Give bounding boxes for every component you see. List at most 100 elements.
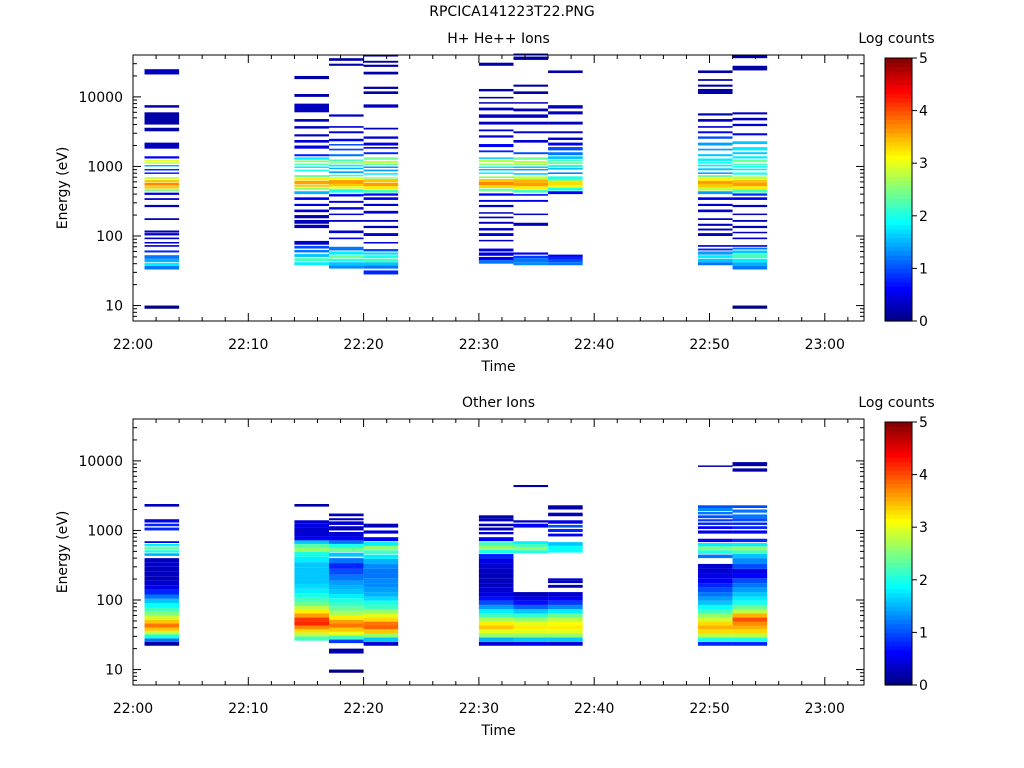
colorbar-segment bbox=[885, 141, 912, 147]
heatmap-cell bbox=[548, 600, 583, 605]
heatmap-cell bbox=[329, 593, 364, 599]
heatmap-cell bbox=[294, 219, 330, 224]
heatmap-cell bbox=[363, 169, 399, 172]
heatmap-cell bbox=[329, 179, 364, 184]
panel-title: H+ He++ Ions bbox=[447, 31, 550, 47]
heatmap-cell bbox=[548, 259, 583, 263]
heatmap-cell bbox=[513, 633, 549, 638]
colorbar-segment bbox=[885, 71, 912, 77]
colorbar-segment bbox=[885, 658, 912, 664]
heatmap-cell bbox=[329, 154, 364, 157]
heatmap-cell bbox=[697, 245, 733, 247]
x-tick-label: 22:00 bbox=[113, 701, 153, 717]
heatmap-cell bbox=[363, 55, 399, 57]
heatmap-cell bbox=[548, 185, 583, 188]
heatmap-cell bbox=[478, 181, 514, 186]
heatmap-cell bbox=[329, 589, 364, 594]
heatmap-cell bbox=[513, 163, 549, 166]
heatmap-cell bbox=[697, 522, 733, 525]
colorbar bbox=[885, 58, 912, 322]
heatmap-cell bbox=[294, 556, 330, 563]
x-tick-label: 22:30 bbox=[459, 337, 499, 353]
heatmap-cell bbox=[548, 176, 583, 179]
heatmap-cell bbox=[732, 641, 768, 646]
heatmap-cell bbox=[294, 579, 330, 584]
heatmap-cell bbox=[294, 224, 330, 229]
heatmap-cell bbox=[513, 56, 549, 60]
colorbar-segment bbox=[885, 452, 912, 458]
heatmap-cell bbox=[294, 536, 330, 541]
colorbar-segment bbox=[885, 443, 912, 449]
heatmap-cell bbox=[294, 163, 330, 166]
heatmap-cell bbox=[697, 154, 733, 157]
heatmap-cell bbox=[329, 639, 364, 644]
heatmap-cell bbox=[294, 597, 330, 602]
heatmap-cell bbox=[144, 142, 180, 149]
heatmap-cell bbox=[697, 172, 733, 174]
heatmap-cell bbox=[294, 629, 330, 633]
heatmap-cell bbox=[548, 584, 583, 588]
heatmap-cell bbox=[329, 552, 364, 557]
colorbar-tick-label: 2 bbox=[919, 209, 928, 225]
heatmap-cell bbox=[144, 250, 180, 253]
heatmap-cell bbox=[144, 607, 180, 612]
heatmap-cell bbox=[363, 147, 399, 149]
heatmap-cell bbox=[329, 162, 364, 164]
heatmap-cell bbox=[513, 255, 549, 259]
heatmap-cell bbox=[548, 578, 583, 581]
heatmap-cell bbox=[548, 545, 583, 550]
colorbar-segment bbox=[885, 93, 912, 99]
heatmap-cell bbox=[478, 185, 514, 188]
colorbar-segment bbox=[885, 299, 912, 305]
colorbar-segment bbox=[885, 597, 912, 603]
heatmap-cell bbox=[363, 617, 399, 622]
x-axis-label: Time bbox=[480, 359, 515, 375]
heatmap-cell bbox=[513, 596, 549, 601]
heatmap-cell bbox=[294, 503, 330, 507]
heatmap-cell bbox=[548, 604, 583, 610]
colorbar-segment bbox=[885, 268, 912, 274]
colorbar-segment bbox=[885, 294, 912, 300]
heatmap-cell bbox=[144, 550, 180, 553]
heatmap-cell bbox=[144, 615, 180, 620]
heatmap-cell bbox=[363, 157, 399, 160]
heatmap-cell bbox=[732, 163, 768, 166]
heatmap-cell bbox=[478, 633, 514, 638]
colorbar-segment bbox=[885, 136, 912, 142]
heatmap-cell bbox=[363, 625, 399, 630]
heatmap-cell bbox=[513, 53, 549, 56]
heatmap-cell bbox=[697, 136, 733, 139]
heatmap-cell bbox=[478, 248, 514, 252]
heatmap-cell bbox=[329, 159, 364, 162]
heatmap-cell bbox=[697, 262, 733, 266]
heatmap-cell bbox=[294, 617, 330, 622]
heatmap-cell bbox=[478, 545, 514, 550]
heatmap-cell bbox=[548, 156, 583, 159]
x-tick-label: 23:00 bbox=[805, 701, 845, 717]
colorbar-segment bbox=[885, 584, 912, 590]
heatmap-cell bbox=[144, 237, 180, 240]
heatmap-cell bbox=[144, 233, 180, 236]
y-tick-label: 10 bbox=[105, 663, 123, 679]
heatmap-cell bbox=[144, 566, 180, 572]
colorbar-segment bbox=[885, 88, 912, 94]
y-tick-label: 1000 bbox=[87, 523, 123, 539]
panel-title: Other Ions bbox=[462, 395, 535, 411]
heatmap-cell bbox=[329, 574, 364, 581]
heatmap-cell bbox=[478, 604, 514, 610]
heatmap-cell bbox=[363, 545, 399, 550]
heatmap-cell bbox=[329, 174, 364, 177]
heatmap-cell bbox=[548, 167, 583, 170]
heatmap-cell bbox=[329, 536, 364, 541]
heatmap-cell bbox=[329, 167, 364, 170]
heatmap-cell bbox=[144, 198, 180, 200]
colorbar-label: Log counts bbox=[858, 31, 934, 47]
heatmap-cell bbox=[732, 558, 768, 564]
colorbar-segment bbox=[885, 505, 912, 511]
heatmap-cell bbox=[732, 637, 768, 642]
heatmap-cell bbox=[478, 558, 514, 564]
colorbar-segment bbox=[885, 553, 912, 559]
heatmap-cell bbox=[513, 152, 549, 155]
heatmap-cell bbox=[478, 563, 514, 569]
